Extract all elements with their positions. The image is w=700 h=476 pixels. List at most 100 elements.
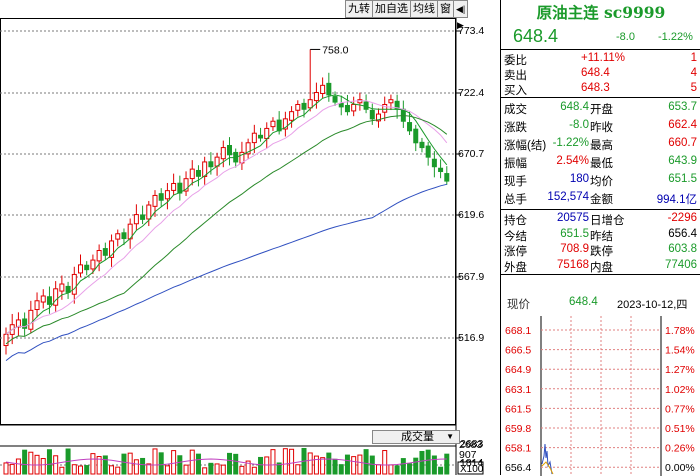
volume-bar — [352, 457, 356, 474]
prev-next-arrow-button[interactable]: ◀|▶ — [453, 0, 468, 18]
price-axis-label: 619.6 — [458, 209, 484, 221]
indicator-select[interactable]: 成交量 ▼ — [372, 430, 460, 444]
window-button[interactable]: 窗 — [437, 0, 454, 18]
price-axis-label: 670.7 — [458, 148, 484, 160]
candle-body — [134, 215, 138, 224]
volume-bar — [290, 449, 294, 474]
volume-bar — [54, 456, 58, 474]
field-value: 651.5 — [668, 173, 697, 185]
stat-row: 涨幅(结) -1.22% 最高 660.7 — [501, 136, 700, 152]
candle-body — [190, 169, 194, 178]
field-value: 603.8 — [668, 243, 697, 255]
candle-body — [165, 191, 169, 199]
add-watchlist-button[interactable]: 加自选 — [372, 0, 411, 18]
kline-chart[interactable]: 758.0 2683 1814907 X100 — [0, 0, 500, 475]
field-value: 648.4 — [560, 101, 589, 113]
nine-turn-button[interactable]: 九转 — [345, 0, 373, 18]
volume-bar — [85, 466, 89, 474]
volume-bar — [432, 456, 436, 474]
volume-bar — [420, 451, 424, 474]
candle-body — [209, 162, 213, 167]
candle-body — [333, 97, 337, 103]
field-label: 涨幅(结) — [504, 137, 546, 153]
divider — [501, 49, 700, 50]
volume-bar — [339, 465, 343, 474]
price-change-pct: -1.22% — [658, 31, 693, 43]
moving-average-line — [6, 184, 447, 360]
volume-bar — [333, 459, 337, 474]
intraday-right-label: 1.02% — [665, 384, 695, 396]
candle-body — [153, 195, 157, 206]
volume-bar — [60, 467, 64, 474]
divider — [501, 274, 700, 275]
volume-bar — [122, 454, 126, 474]
field-value: 643.9 — [668, 155, 697, 167]
field-value: 651.5 — [560, 228, 589, 240]
price-axis-label: 773.4 — [458, 25, 484, 37]
stat-row: 振幅 2.54% 最低 643.9 — [501, 154, 700, 170]
candle-body — [85, 265, 89, 269]
candle-body — [159, 194, 163, 201]
candle-body — [302, 103, 306, 109]
candle-body — [345, 105, 349, 111]
field-value: -1.22% — [553, 137, 589, 149]
volume-bar — [377, 465, 381, 474]
volume-bar — [221, 465, 225, 474]
kline-chart-area[interactable]: 758.0 2683 1814907 X100 九转 加自选 均线 窗 ◀|▶ 773… — [0, 0, 500, 475]
candle-body — [383, 104, 387, 112]
orderbook-qty: 4 — [691, 67, 697, 79]
orderbook-row: 卖出 648.4 4 — [501, 66, 700, 82]
field-value: -2296 — [668, 212, 697, 224]
field-label: 昨收 — [590, 119, 613, 135]
field-value: 662.4 — [668, 119, 697, 131]
volume-bar — [159, 453, 163, 474]
field-label: 开盘 — [590, 101, 613, 117]
candle-body — [35, 301, 39, 310]
intraday-left-label: 661.5 — [505, 403, 531, 415]
candle-body — [228, 146, 232, 155]
field-label: 最高 — [590, 137, 613, 153]
volume-bar — [203, 468, 207, 474]
candle-body — [389, 100, 393, 103]
last-price: 648.4 — [513, 26, 558, 47]
candle-body — [296, 104, 300, 110]
volume-bar — [190, 450, 194, 474]
high-marker-label: 758.0 — [322, 44, 348, 56]
volume-bar — [259, 457, 263, 474]
volume-bar — [4, 463, 8, 474]
intraday-left-label: 666.5 — [505, 345, 531, 357]
candle-body — [308, 100, 312, 108]
volume-bar — [134, 460, 138, 474]
intraday-right-label: 1.78% — [665, 325, 695, 337]
volume-bar — [91, 454, 95, 474]
field-label: 金额 — [590, 191, 613, 207]
stat-row: 涨跌 -8.0 昨收 662.4 — [501, 118, 700, 134]
field-label: 总手 — [504, 191, 527, 207]
candle-body — [445, 174, 449, 182]
orderbook-label: 买入 — [504, 82, 527, 98]
intraday-chart[interactable]: 668.1 1.78% 666.5 1.54% 664.9 1.27% 663.1 1.02%… — [501, 316, 700, 476]
divider — [501, 209, 700, 210]
volume-bar — [426, 450, 430, 474]
chart-frame — [1, 19, 456, 425]
volume-bar — [141, 458, 145, 474]
intraday-right-label: 0.51% — [665, 423, 695, 435]
indicator-select-label: 成交量 — [401, 431, 434, 443]
volume-bar — [389, 465, 393, 474]
volume-bar — [79, 466, 83, 474]
moving-average-button[interactable]: 均线 — [410, 0, 438, 18]
volume-bar — [358, 455, 362, 474]
candle-body — [439, 168, 443, 171]
stat-row: 成交 648.4 开盘 653.7 — [501, 100, 700, 116]
candle-body — [370, 110, 374, 118]
candle-body — [103, 249, 107, 256]
field-value: 660.7 — [668, 137, 697, 149]
volume-axis-label: 1814 — [460, 457, 483, 469]
volume-bar — [228, 453, 232, 474]
candle-body — [352, 104, 356, 110]
volume-bar — [47, 450, 51, 474]
volume-bar — [116, 467, 120, 474]
candle-body — [259, 135, 263, 138]
volume-bar — [196, 454, 200, 474]
moving-average-line — [6, 101, 447, 335]
